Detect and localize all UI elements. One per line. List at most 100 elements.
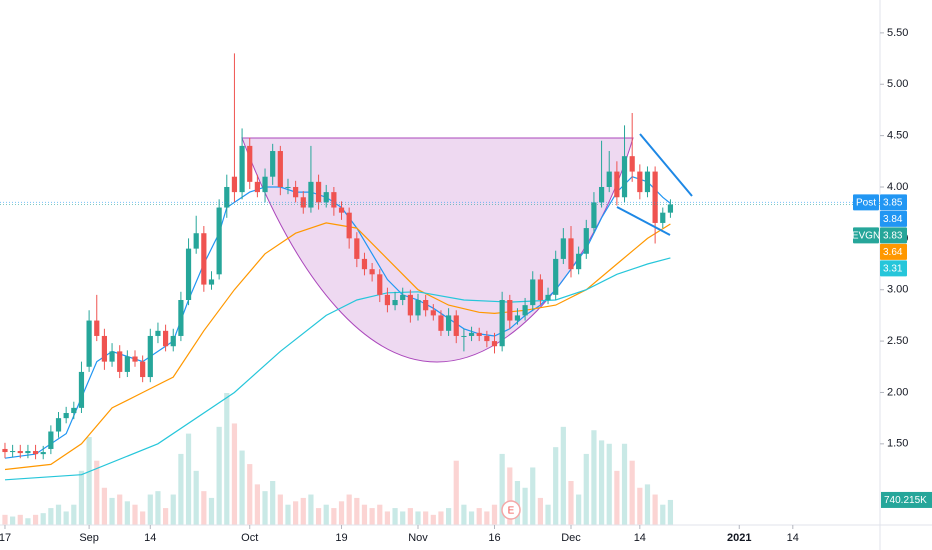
candle-body [201,233,207,285]
volume-bar [277,494,283,525]
candle-body [277,151,283,187]
volume-bar [438,511,444,525]
volume-bar [32,514,39,525]
candle-body [369,269,375,275]
volume-bar [423,511,429,525]
volume-bar [476,508,482,525]
volume-bar [392,508,398,525]
candle-body [25,451,31,454]
volume-bar [568,481,574,525]
price-tag-name-box [853,227,879,244]
volume-bar [453,460,459,525]
volume-bar [262,491,268,525]
earnings-circle [501,500,521,520]
candle-body [86,320,92,367]
candle-body [140,361,146,378]
candle-body [468,332,475,336]
candle-body [338,207,345,213]
candle-body [514,315,521,321]
candle-body [583,228,589,254]
volume-bar [231,423,238,525]
volume-bar [216,426,222,525]
candle-body [537,279,543,300]
candle-body [224,186,230,208]
candle-body [423,300,429,311]
candle-body [178,300,184,336]
candle-body [553,258,559,295]
volume-bar [270,481,276,525]
volume-bar [537,497,543,525]
volume-bar [132,504,138,525]
volume-bar [239,450,245,525]
price-tag-value: 3.31 [883,264,903,275]
price-tag: 3.64 [880,243,907,260]
volume-bar [667,499,674,525]
volume-bar [170,494,176,525]
x-tick-label: 19 [335,532,347,544]
candle-body [63,413,69,419]
volume-bar [407,508,413,525]
x-tick-label: Dec [561,532,581,544]
candle-body [545,294,551,300]
y-tick-label: 3.00 [887,284,908,296]
price-tag-box [880,227,907,244]
candle-body [17,451,23,454]
price-tag-value: 3.64 [883,247,903,258]
trend-line [639,133,693,197]
candle-body [346,212,352,239]
price-tag-value: 3.84 [883,214,903,225]
volume-bar [10,516,16,525]
volume-bar [369,508,375,525]
candle-layer [2,53,674,460]
candle-body [2,448,8,453]
candle-body [484,335,490,342]
volume-bar [644,484,651,525]
candle-body [446,315,452,331]
candle-body [461,335,467,337]
candle-body [499,300,505,347]
volume-bar [124,501,130,525]
candle-body [193,233,199,249]
candle-body [598,186,605,203]
volume-bar [117,494,123,525]
candle-body [109,351,115,362]
x-tick-label: Nov [408,532,428,544]
volume-bar [491,504,498,525]
candle-body [40,452,46,455]
volume-bar [415,511,421,525]
volume-bar [361,504,368,525]
y-tick-label: 5.50 [887,27,908,39]
candle-body [591,202,597,229]
candle-body [10,451,16,453]
candle-body [94,320,100,336]
volume-bar [109,497,115,525]
volume-bar [208,497,215,525]
earnings-icon[interactable]: E [501,500,521,520]
candle-body [576,253,582,270]
volume-bar [17,514,23,525]
candle-body [568,238,574,270]
candle-body [430,310,436,316]
candle-body [147,335,153,378]
volume-bar [155,491,161,525]
y-tick-label: 2.50 [887,335,908,347]
trend-line [616,206,671,236]
candle-body [78,371,85,408]
price-tag-name: EVGN [852,231,880,242]
candle-body [170,335,176,347]
volume-bar [583,453,589,525]
candle-body [270,151,276,177]
volume-bar [484,511,490,525]
volume-bar [377,504,383,525]
volume-bar [331,508,337,525]
price-tag-box [880,210,907,227]
volume-bar [522,487,528,525]
volume-bar [637,487,643,525]
volume-bar [40,513,46,525]
volume-bar [606,443,612,525]
earnings-label: E [508,506,515,517]
y-tick-label: 4.50 [887,130,908,142]
x-tick-label: 2021 [727,532,751,544]
volume-bar [78,470,85,525]
candle-body [507,300,513,321]
